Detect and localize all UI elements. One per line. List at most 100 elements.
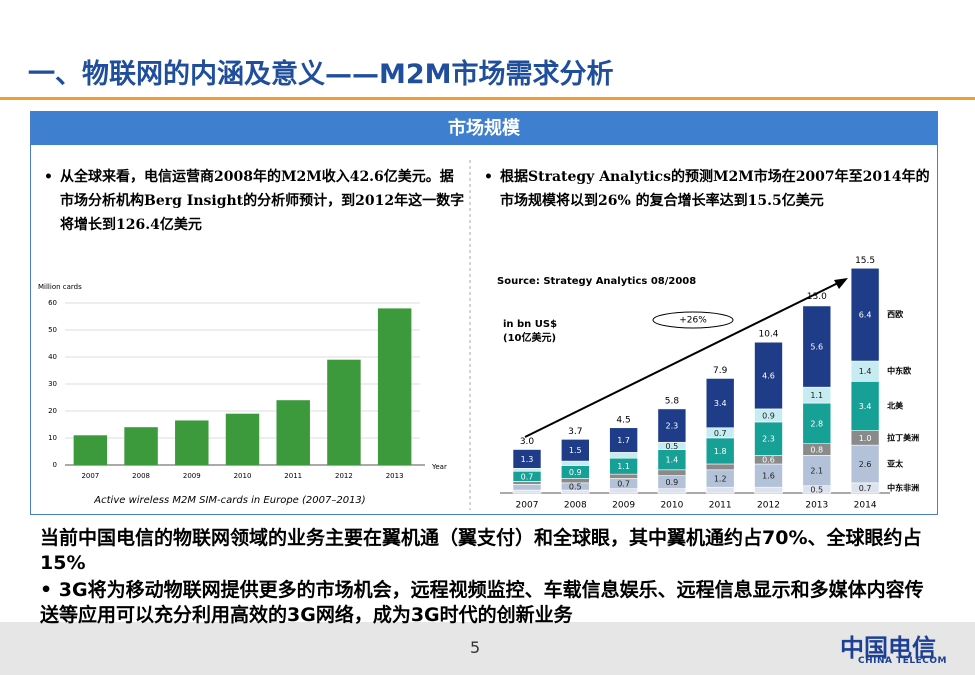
- y-axis-label: Million cards: [38, 283, 82, 291]
- data-label: 0.7: [617, 480, 630, 489]
- bar: [377, 308, 412, 465]
- y-tick-label: 60: [48, 299, 57, 307]
- data-label: 0.9: [666, 478, 679, 487]
- bar-segment: [560, 439, 590, 462]
- bar: [175, 420, 209, 465]
- x-axis-label: Year: [431, 463, 447, 471]
- bar-segment: [657, 408, 687, 443]
- bar-segment: [609, 427, 638, 453]
- x-tick-label: 2009: [612, 501, 635, 511]
- bar-segment: [705, 378, 735, 429]
- data-label: 0.5: [569, 482, 582, 491]
- data-label: 1.0: [859, 434, 872, 443]
- growth-label: +26%: [679, 316, 707, 326]
- bar: [327, 359, 361, 465]
- y-tick-label: 40: [48, 353, 57, 361]
- bar-segment: [802, 305, 832, 388]
- data-label: 1.4: [859, 367, 872, 376]
- bar-segment: [657, 469, 687, 476]
- bar: [124, 427, 158, 465]
- unit-label-cn: (10亿美元): [503, 331, 556, 344]
- bar-segment: [512, 449, 542, 469]
- data-label: 0.9: [762, 411, 775, 420]
- caption: Active wireless M2M SIM-cards in Europe …: [93, 495, 365, 506]
- slide-title: 一、物联网的内涵及意义——M2M市场需求分析: [28, 59, 614, 90]
- bar-segment: [802, 402, 832, 445]
- x-tick-label: 2008: [132, 472, 150, 480]
- bar-segment: [512, 468, 542, 472]
- data-label: 4.6: [762, 372, 775, 381]
- data-label: 0.7: [859, 484, 872, 493]
- y-tick-label: 0: [53, 461, 57, 469]
- data-label: 1.6: [762, 472, 775, 481]
- bullet: 根据Strategy Analytics的预测M2M市场在2007年至2014年…: [484, 165, 930, 213]
- bullet: 从全球来看，电信运营商2008年的M2M收入42.6亿美元。据市场分析机构Ber…: [44, 165, 465, 237]
- bar-segment: [802, 454, 832, 487]
- data-label: 0.7: [521, 472, 534, 481]
- data-label: 0.8: [810, 446, 823, 455]
- y-tick-label: 30: [48, 380, 57, 388]
- data-label: 1.1: [810, 391, 823, 400]
- x-tick-label: 2012: [335, 472, 353, 480]
- legend-label: 中东欧: [887, 366, 911, 376]
- bar: [276, 400, 310, 465]
- data-label: 1.5: [569, 446, 582, 455]
- x-tick-label: 2011: [284, 472, 302, 480]
- bar-segment: [754, 421, 783, 456]
- y-tick-label: 10: [48, 434, 57, 442]
- total-label: 3.7: [568, 427, 582, 437]
- total-label: 13.0: [807, 292, 827, 302]
- bar-segment: [512, 481, 542, 485]
- legend-label: 北美: [887, 401, 904, 411]
- panel: [30, 111, 938, 515]
- data-label: 1.2: [714, 475, 727, 484]
- x-tick-label: 2010: [234, 472, 252, 480]
- bar-segment: [512, 489, 542, 494]
- logo-name: 中国电信: [840, 634, 936, 662]
- bar-segment: [560, 478, 590, 484]
- x-tick-label: 2013: [805, 501, 828, 511]
- data-label: 0.5: [666, 442, 679, 451]
- data-label: 0.5: [810, 485, 823, 494]
- data-label: 2.8: [810, 419, 823, 428]
- bar-segment: [609, 473, 638, 479]
- data-label: 3.4: [859, 402, 872, 411]
- growth-ellipse: [652, 311, 734, 329]
- data-label: 1.1: [617, 462, 630, 471]
- data-label: 1.3: [521, 455, 534, 464]
- x-tick-label: 2009: [183, 472, 201, 480]
- data-label: 1.8: [714, 447, 727, 456]
- x-tick-label: 2011: [709, 501, 732, 511]
- data-label: 3.4: [714, 399, 727, 408]
- page-number: 5: [470, 638, 481, 657]
- y-tick-label: 20: [48, 407, 57, 415]
- bar-segment: [609, 488, 638, 494]
- data-label: 2.1: [810, 467, 823, 476]
- bar: [73, 435, 108, 465]
- bar-segment: [754, 341, 783, 410]
- total-label: 4.5: [616, 415, 630, 425]
- legend-label: 西欧: [887, 309, 903, 319]
- y-tick-label: 50: [48, 326, 57, 334]
- footer-band: [0, 622, 975, 675]
- x-tick-label: 2014: [854, 501, 877, 511]
- note: • 3G将为移动物联网提供更多的市场机会，远程视频监控、车载信息娱乐、远程信息显…: [40, 579, 924, 626]
- data-label: 2.3: [666, 422, 679, 431]
- bar: [225, 413, 260, 465]
- data-label: 0.6: [762, 456, 775, 465]
- total-label: 7.9: [713, 366, 728, 376]
- total-label: 15.5: [855, 256, 875, 266]
- bar-segment: [657, 488, 687, 494]
- data-label: 2.6: [859, 460, 872, 469]
- bar-segment: [850, 267, 880, 362]
- trend-arrow: [524, 282, 839, 438]
- total-label: 10.4: [758, 330, 778, 340]
- source: Source: Strategy Analytics 08/2008: [497, 276, 696, 287]
- x-tick-label: 2013: [386, 472, 404, 480]
- title-rule: [0, 97, 975, 100]
- data-label: 0.9: [569, 468, 582, 477]
- x-tick-label: 2008: [564, 501, 587, 511]
- unit-label: in bn US$: [503, 319, 557, 330]
